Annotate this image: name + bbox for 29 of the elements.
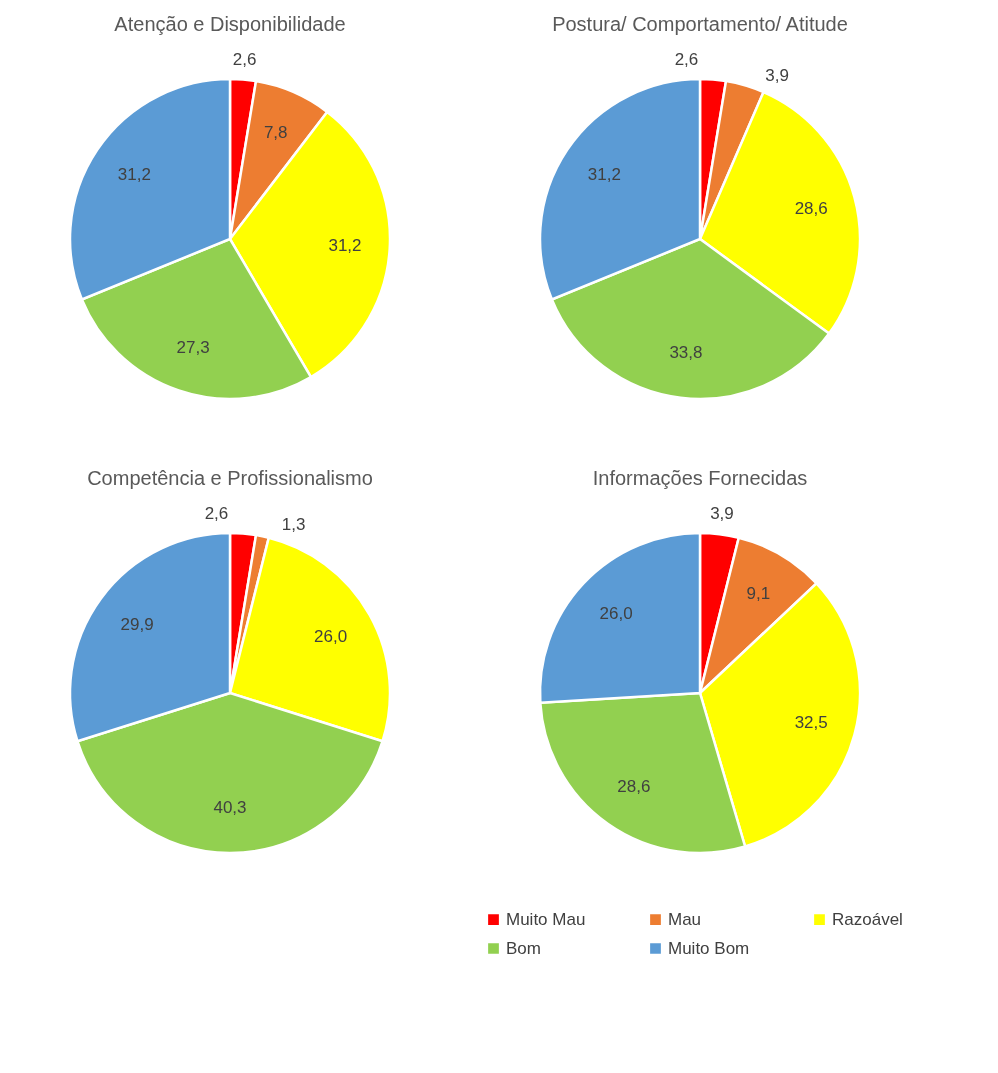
data-label: 28,6 — [794, 198, 828, 218]
data-label: 26,0 — [313, 626, 348, 646]
data-label: 2,6 — [232, 49, 257, 69]
legend-label: Bom — [506, 938, 541, 958]
legend-label: Mau — [668, 909, 702, 929]
chart-title: Competência e Profissionalismo — [87, 467, 373, 489]
data-label: 29,9 — [120, 614, 154, 634]
data-label: 9,1 — [746, 583, 771, 603]
data-label: 3,9 — [710, 504, 734, 524]
legend-label: Muito Bom — [668, 938, 750, 958]
data-label: 31,2 — [587, 164, 621, 184]
data-label: 40,3 — [213, 798, 247, 818]
legend-label: Razoável — [832, 909, 903, 929]
data-label: 31,2 — [117, 164, 151, 184]
data-label: 26,0 — [599, 604, 633, 624]
data-label: 1,3 — [281, 514, 306, 534]
chart-title: Postura/ Comportamento/ Atitude — [552, 13, 848, 35]
data-label: 3,9 — [765, 66, 789, 86]
legend-label: Muito Mau — [506, 909, 586, 929]
data-label: 32,5 — [794, 713, 828, 733]
data-label: 27,3 — [176, 338, 210, 358]
data-label: 31,2 — [328, 236, 362, 256]
chart-title: Informações Fornecidas — [592, 467, 808, 489]
data-label: 2,6 — [674, 49, 699, 69]
data-label: 33,8 — [669, 343, 703, 363]
data-label: 2,6 — [204, 503, 229, 523]
data-label: 7,8 — [263, 123, 288, 143]
data-label: 28,6 — [617, 777, 651, 797]
chart-title: Atenção e Disponibilidade — [114, 13, 346, 35]
